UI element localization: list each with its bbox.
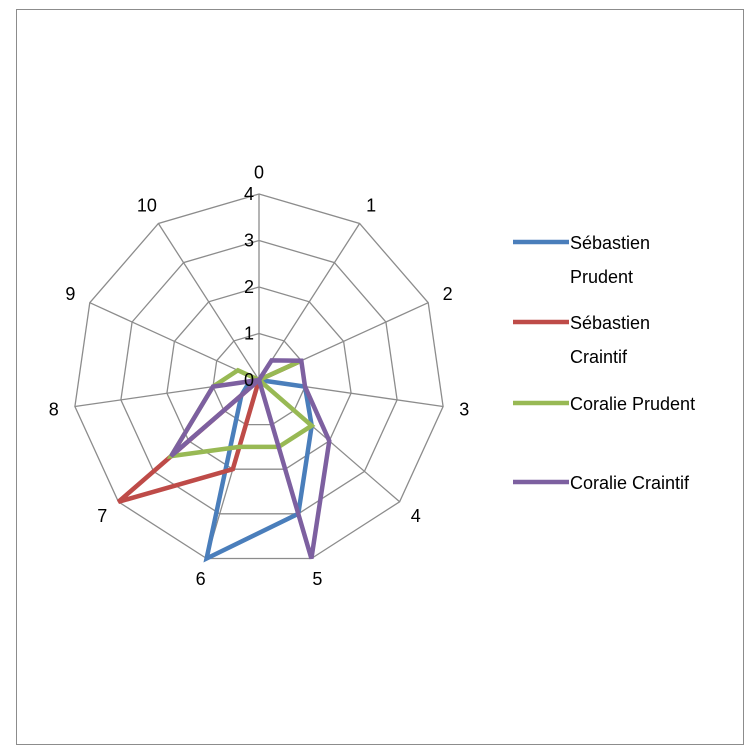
legend-label: Coralie Prudent [570,394,695,414]
legend-label: Coralie Craintif [570,473,690,493]
grid-spoke [157,223,260,381]
radial-tick-label: 1 [244,324,254,344]
category-label: 7 [97,506,107,526]
grid-ring [212,332,306,426]
grid-ring [120,239,398,515]
series-line [169,358,332,560]
radial-tick-label: 4 [244,184,254,204]
legend-label: Sébastien Prudent [570,233,650,287]
series-line [166,358,316,459]
grid-spoke [258,223,361,381]
category-label: 8 [49,400,59,420]
radial-tick-label: 2 [244,277,254,297]
legend-label: Sébastien Craintif [570,313,650,367]
grid-ring [74,193,444,560]
category-label: 1 [366,196,376,216]
category-label: 10 [137,196,157,216]
category-label: 4 [411,506,421,526]
category-label: 6 [196,569,206,589]
radial-tick-label: 3 [244,231,254,251]
category-label: 2 [443,284,453,304]
grid-spoke [89,302,260,381]
category-label: 3 [459,400,469,420]
grid-ring [166,286,352,470]
radial-tick-label: 0 [244,370,254,390]
category-label: 0 [254,163,264,183]
series-lines [116,358,332,563]
category-label: 5 [312,569,322,589]
legend: Sébastien Prudent Sébastien Craintif Coralie… [513,233,695,493]
category-label: 9 [65,284,75,304]
radial-tick-labels: 0 1 2 3 4 [244,184,254,390]
